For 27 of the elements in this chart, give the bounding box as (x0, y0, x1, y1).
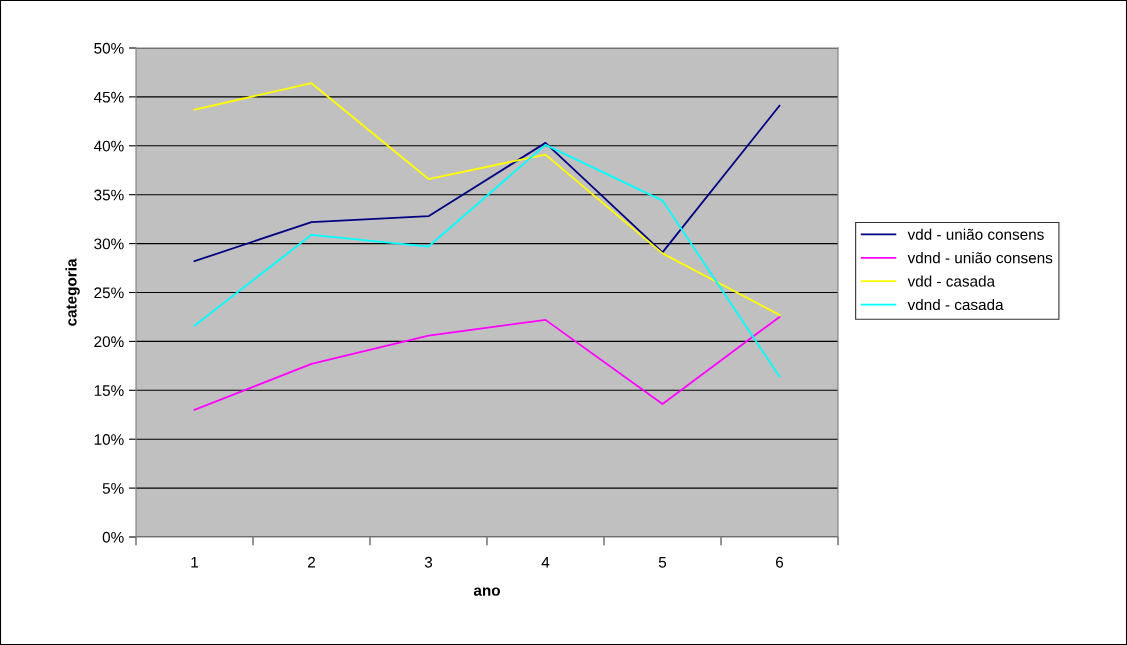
y-tick-label: 50% (94, 42, 124, 54)
y-tick-label: 5% (102, 483, 124, 494)
x-tick-label: 1 (191, 557, 198, 568)
legend-label: vdd - união consens (907, 228, 1044, 240)
legend-label: vdnd - casada (907, 298, 1004, 311)
y-tick-label: 25% (94, 287, 124, 299)
legend-label: vdnd - união consens (907, 252, 1053, 264)
x-axis-title: ano (473, 587, 500, 596)
line-series (193, 143, 781, 378)
y-tick-label: 40% (93, 140, 124, 152)
x-tick-label: 2 (308, 556, 315, 568)
y-tick-label: 30% (94, 238, 124, 250)
x-tick-label: 3 (424, 556, 433, 568)
legend-label: vdd - casada (907, 275, 996, 287)
x-tick-label: 6 (776, 556, 784, 568)
y-tick-label: 20% (94, 336, 124, 348)
y-tick-label: 45% (93, 91, 124, 103)
y-tick-label: 0% (102, 531, 124, 543)
y-axis-title: categoria (65, 258, 80, 326)
line-series (193, 316, 781, 411)
y-tick-label: 15% (94, 385, 124, 396)
x-tick-label: 4 (541, 557, 550, 568)
y-tick-label: 35% (94, 189, 124, 201)
line-series (193, 104, 781, 263)
y-tick-label: 10% (94, 434, 124, 445)
x-tick-label: 5 (658, 557, 667, 568)
line-series (193, 82, 781, 316)
